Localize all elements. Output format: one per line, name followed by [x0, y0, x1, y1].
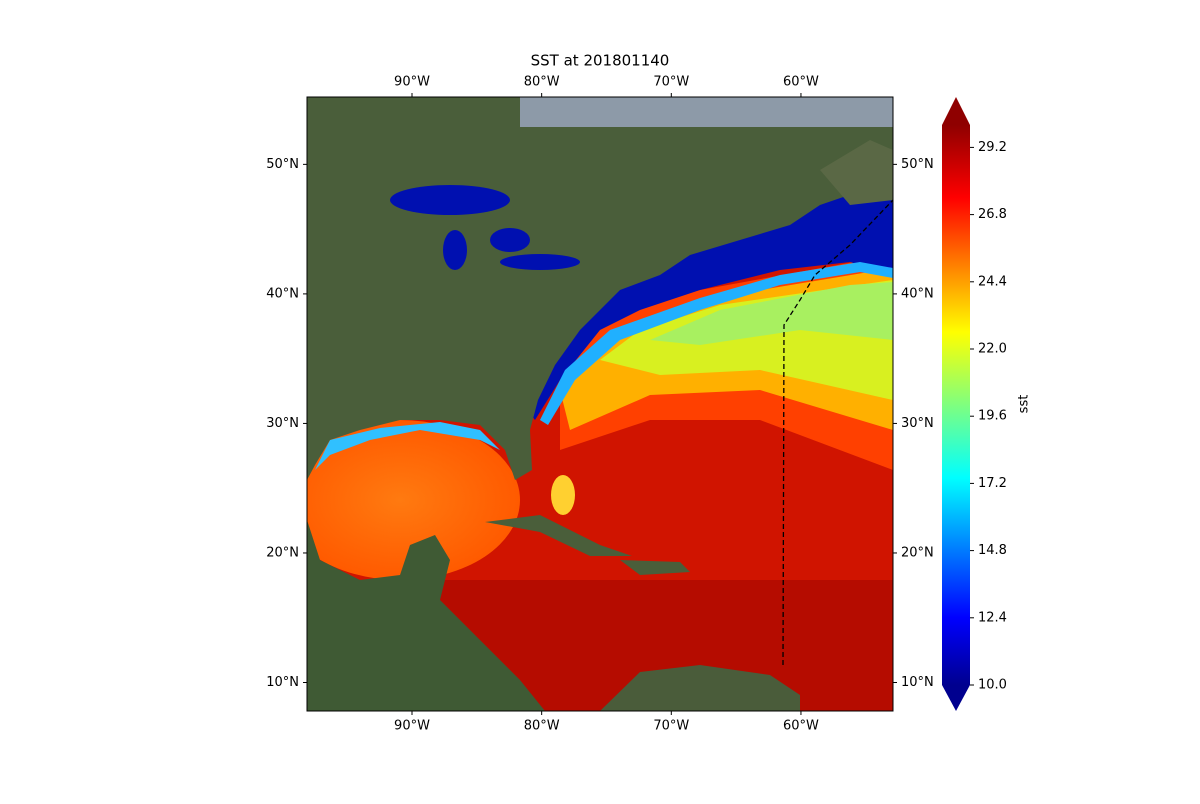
- colorbar-tick-label: 10.0: [978, 678, 1007, 693]
- colorbar-tick-label: 29.2: [978, 140, 1007, 155]
- colorbar-tick-label: 19.6: [978, 409, 1007, 424]
- x-tick-label: 80°W: [524, 75, 560, 90]
- colorbar-tick-label: 24.4: [978, 274, 1007, 289]
- colorbar-tick-label: 17.2: [978, 476, 1007, 491]
- y-tick-label: 50°N: [901, 157, 934, 172]
- y-tick-label: 20°N: [901, 545, 934, 560]
- x-tick-label: 80°W: [524, 719, 560, 734]
- x-tick-label: 90°W: [394, 719, 430, 734]
- x-tick-label: 90°W: [394, 75, 430, 90]
- x-tick-label: 70°W: [653, 719, 689, 734]
- x-tick-label: 60°W: [783, 719, 819, 734]
- y-tick-label: 10°N: [901, 675, 934, 690]
- y-tick-label: 50°N: [266, 157, 299, 172]
- colorbar-tick-label: 12.4: [978, 610, 1007, 625]
- colorbar-tick-label: 22.0: [978, 342, 1007, 357]
- map-image: [307, 97, 893, 711]
- map-frame: [306, 96, 894, 712]
- x-tick-label: 60°W: [783, 75, 819, 90]
- colorbar-extend-max: [942, 97, 970, 125]
- chart-title: SST at 201801140: [531, 52, 670, 70]
- y-tick-label: 20°N: [266, 545, 299, 560]
- y-tick-label: 10°N: [266, 675, 299, 690]
- x-tick-label: 70°W: [653, 75, 689, 90]
- colorbar-tick-label: 26.8: [978, 207, 1007, 222]
- colorbar-extend-min: [942, 685, 970, 711]
- colorbar-label: sst: [1017, 395, 1032, 414]
- y-tick-label: 40°N: [901, 286, 934, 301]
- colorbar: [942, 125, 970, 685]
- y-tick-label: 40°N: [266, 286, 299, 301]
- y-tick-label: 30°N: [266, 416, 299, 431]
- y-tick-label: 30°N: [901, 416, 934, 431]
- colorbar-tick-label: 14.8: [978, 543, 1007, 558]
